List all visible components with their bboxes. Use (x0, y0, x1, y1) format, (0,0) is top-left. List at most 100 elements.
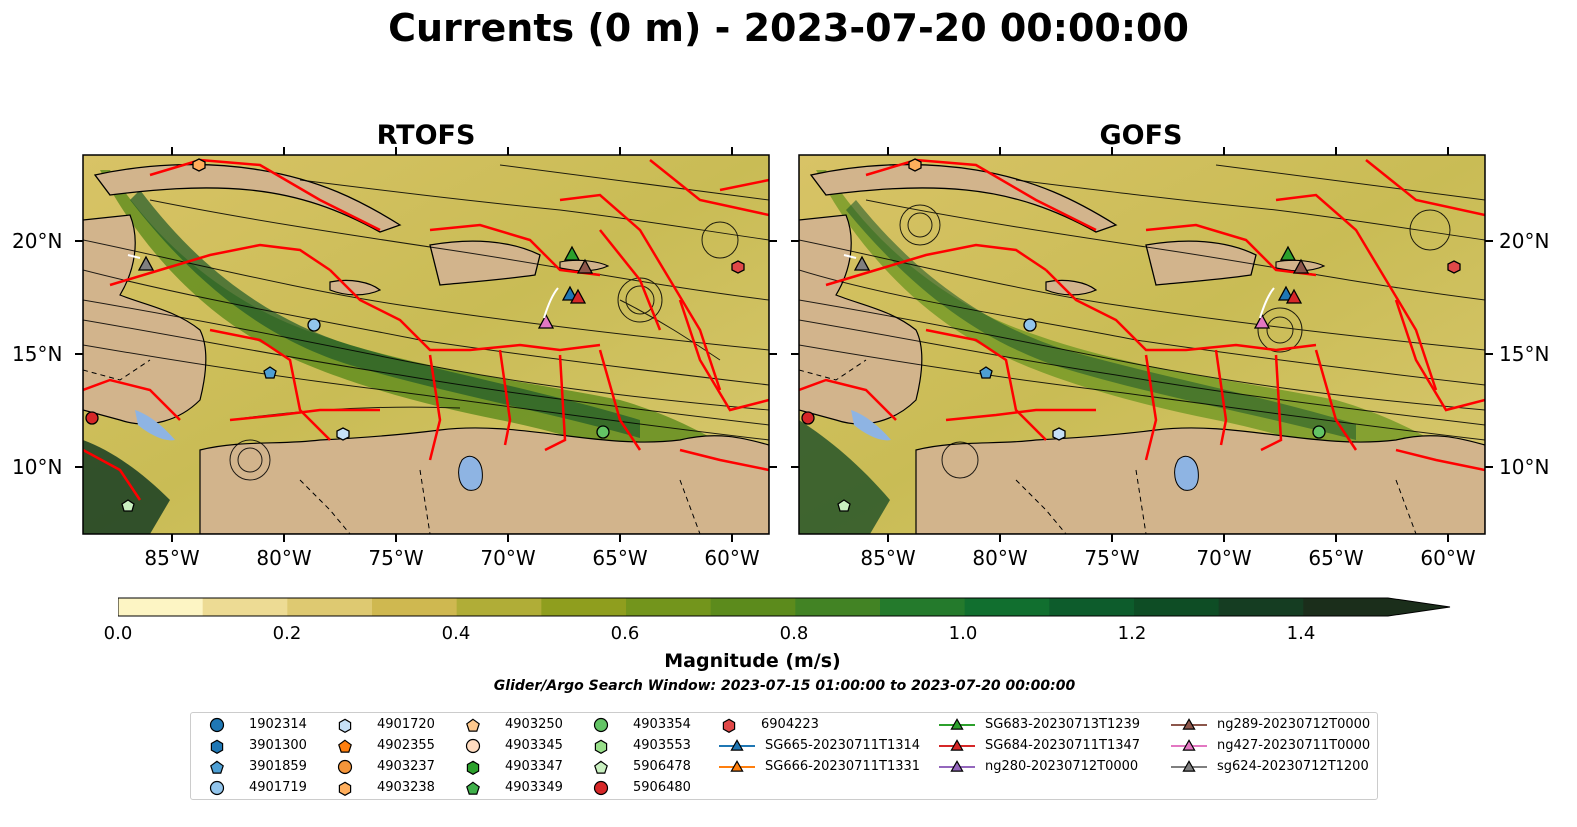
country-borders (83, 359, 701, 534)
legend-marker-icon (719, 760, 755, 772)
legend-label: SG684-20230711T1347 (985, 738, 1141, 753)
legend-marker-icon (466, 760, 480, 775)
lon-label-65w-left: 65°W (592, 546, 648, 570)
lat-label-20n-left: 20°N (12, 229, 63, 253)
land-south-america (915, 427, 1485, 534)
search-window-text: Glider/Argo Search Window: 2023-07-15 01… (493, 678, 1076, 694)
legend-marker-icon (210, 739, 224, 754)
colorbar-label: Magnitude (m/s) (664, 650, 841, 672)
legend-label: 5906478 (633, 759, 691, 774)
legend-marker-icon (1171, 739, 1207, 751)
colorbar-segment (1218, 598, 1304, 616)
panel-title-rtofs: RTOFS (376, 120, 476, 151)
lake-nicaragua (851, 410, 891, 441)
colorbar-tick: 0.4 (441, 623, 471, 644)
axis-ticks (75, 147, 1493, 542)
lon-label-80w-right: 80°W (972, 546, 1028, 570)
legend-label: 5906480 (633, 780, 691, 795)
colorbar-segment (964, 598, 1050, 616)
map-rtofs (83, 155, 769, 534)
colorbar-segment (118, 598, 204, 616)
legend-marker-icon (722, 718, 736, 733)
legend-marker-icon (939, 718, 975, 730)
land-south-america (199, 427, 769, 534)
legend-label: 4901720 (377, 717, 435, 732)
frame-rtofs (82, 154, 770, 535)
legend-marker-icon (338, 781, 352, 796)
colorbar-tick: 0.2 (272, 623, 302, 644)
lat-label-20n-right: 20°N (1499, 229, 1550, 253)
lon-label-60w-left: 60°W (704, 546, 760, 570)
lon-label-70w-right: 70°W (1196, 546, 1252, 570)
lake-nicaragua (135, 410, 175, 441)
land-hispaniola (429, 240, 541, 286)
colorbar-segment (1049, 598, 1135, 616)
legend-label: 4903250 (505, 717, 563, 732)
legend-label: 4903238 (377, 780, 435, 795)
eez-boundaries (83, 158, 769, 501)
legend-marker-icon (594, 760, 608, 774)
lat-label-10n-right: 10°N (1499, 455, 1550, 479)
lon-label-85w-right: 85°W (860, 546, 916, 570)
colorbar-segment (1134, 598, 1220, 616)
frame-gofs (798, 154, 1486, 535)
legend-label: ng280-20230712T0000 (985, 759, 1139, 774)
pacific-current (83, 440, 170, 534)
legend-marker-icon (210, 760, 224, 774)
current-core (846, 200, 1356, 440)
legend-label: 4903349 (505, 780, 563, 795)
lon-label-85w-left: 85°W (144, 546, 200, 570)
colorbar-segment (541, 598, 627, 616)
figure-title: Currents (0 m) - 2023-07-20 00:00:00 (388, 6, 1189, 50)
lon-label-65w-right: 65°W (1308, 546, 1364, 570)
lat-label-15n-left: 15°N (12, 342, 63, 366)
colorbar-tick: 1.4 (1286, 623, 1316, 644)
legend-label: ng289-20230712T0000 (1217, 717, 1371, 732)
legend-marker-icon (466, 718, 480, 732)
legend-label: SG665-20230711T1314 (765, 738, 921, 753)
legend-label: sg624-20230712T1200 (1217, 759, 1369, 774)
lake-maracaibo (458, 455, 483, 491)
colorbar-segment (880, 598, 966, 616)
legend-label: 4903553 (633, 738, 691, 753)
legend-marker-icon (939, 760, 975, 772)
legend-label: 3901859 (249, 759, 307, 774)
lon-label-80w-left: 80°W (256, 546, 312, 570)
colorbar-tick: 1.0 (948, 623, 978, 644)
legend-label: SG683-20230713T1239 (985, 717, 1141, 732)
legend-label: 4903347 (505, 759, 563, 774)
lat-label-15n-right: 15°N (1499, 342, 1550, 366)
colorbar-tick: 0.0 (103, 623, 133, 644)
lon-label-70w-left: 70°W (480, 546, 536, 570)
legend-marker-icon (209, 780, 225, 796)
legend: 1902314 3901300 3901859 4901719 4901720 49023… (190, 712, 1378, 800)
colorbar-segment (372, 598, 458, 616)
land-central-america (83, 214, 207, 425)
track-2 (543, 287, 559, 319)
legend-marker-icon (209, 717, 225, 733)
map-layer (75, 147, 1493, 542)
lon-label-75w-right: 75°W (1084, 546, 1140, 570)
legend-marker-icon (593, 780, 609, 796)
colorbar-segment (202, 598, 288, 616)
panel-title-gofs: GOFS (1099, 120, 1183, 151)
track-2 (1259, 287, 1275, 319)
legend-marker-icon (593, 717, 609, 733)
legend-label: ng427-20230711T0000 (1217, 738, 1371, 753)
colorbar-segment (287, 598, 373, 616)
lat-label-10n-left: 10°N (12, 455, 63, 479)
legend-marker-icon (338, 718, 352, 733)
legend-label: 1902314 (249, 717, 307, 732)
colorbar-tick: 0.6 (610, 623, 640, 644)
colorbar (118, 597, 1451, 617)
country-borders (799, 359, 1417, 534)
legend-marker-icon (719, 739, 755, 751)
lon-label-75w-left: 75°W (368, 546, 424, 570)
legend-label: 4903237 (377, 759, 435, 774)
legend-label: 4901719 (249, 780, 307, 795)
legend-marker-icon (465, 738, 481, 754)
colorbar-tick: 0.8 (779, 623, 809, 644)
legend-label: 3901300 (249, 738, 307, 753)
float-markers (85, 158, 745, 512)
colorbar-segment (1303, 598, 1389, 616)
